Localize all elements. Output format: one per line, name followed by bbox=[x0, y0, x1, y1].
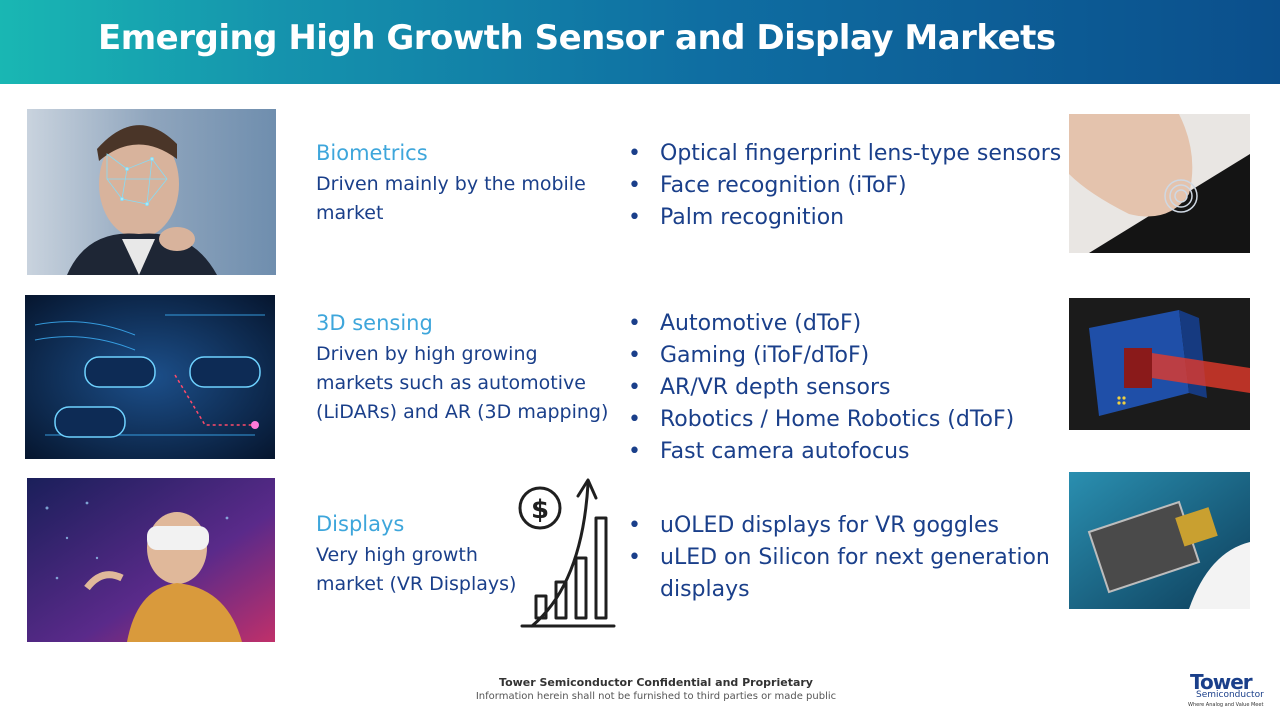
desc-line: market (VR Displays) bbox=[316, 573, 517, 595]
displays-vr-headset-image bbox=[27, 478, 275, 642]
biometrics-face-scan-image bbox=[27, 109, 276, 275]
tower-logo: Tower Semiconductor Where Analog and Val… bbox=[1188, 670, 1268, 714]
bullet-item: Optical fingerprint lens-type sensors bbox=[628, 138, 1061, 170]
fingerprint-phone-image bbox=[1069, 114, 1250, 253]
lidar-sensor-module-image bbox=[1069, 298, 1250, 430]
bullets-biometrics: Optical fingerprint lens-type sensors Fa… bbox=[628, 138, 1061, 234]
desc-line: markets such as automotive bbox=[316, 372, 586, 394]
footer-confidential: Tower Semiconductor Confidential and Pro… bbox=[499, 676, 813, 689]
bullet-item: AR/VR depth sensors bbox=[628, 372, 1014, 404]
3d-sensing-cars-image bbox=[25, 295, 275, 459]
section-desc-biometrics: Driven mainly by the mobile market bbox=[316, 170, 586, 228]
footer-disclaimer: Information herein shall not be furnishe… bbox=[475, 691, 837, 702]
section-title-biometrics: Biometrics bbox=[316, 141, 428, 165]
section-title-3d-sensing: 3D sensing bbox=[316, 311, 433, 335]
bullet-item: Robotics / Home Robotics (dToF) bbox=[628, 404, 1014, 436]
svg-text:$: $ bbox=[531, 495, 549, 525]
logo-name: Tower bbox=[1190, 670, 1253, 694]
bullet-item: uOLED displays for VR goggles bbox=[628, 510, 1050, 542]
logo-sub: Semiconductor bbox=[1196, 690, 1264, 700]
desc-line: Very high growth bbox=[316, 544, 478, 566]
desc-line: (LiDARs) and AR (3D mapping) bbox=[316, 401, 609, 423]
section-desc-displays: Very high growth market (VR Displays) bbox=[316, 541, 516, 599]
dollar-growth-chart-icon: $ bbox=[512, 474, 620, 632]
bullets-displays: uOLED displays for VR goggles uLED on Si… bbox=[628, 510, 1050, 606]
bullet-item: Palm recognition bbox=[628, 202, 1061, 234]
header-banner: Emerging High Growth Sensor and Display … bbox=[0, 0, 1280, 84]
desc-line: market bbox=[316, 202, 384, 224]
microdisplay-chip-image bbox=[1069, 472, 1250, 609]
section-desc-3d-sensing: Driven by high growing markets such as a… bbox=[316, 340, 608, 427]
bullets-3d-sensing: Automotive (dToF) Gaming (iToF/dToF) AR/… bbox=[628, 308, 1014, 468]
bullet-item: Fast camera autofocus bbox=[628, 436, 1014, 468]
bullet-item: Face recognition (iToF) bbox=[628, 170, 1061, 202]
bullet-item: Gaming (iToF/dToF) bbox=[628, 340, 1014, 372]
logo-tagline: Where Analog and Value Meet bbox=[1188, 702, 1264, 708]
desc-line: Driven by high growing bbox=[316, 343, 538, 365]
bullet-text-continued: displays bbox=[660, 577, 750, 602]
page-title: Emerging High Growth Sensor and Display … bbox=[98, 18, 1056, 58]
bullet-item: uLED on Silicon for next generation displ… bbox=[628, 542, 1050, 606]
desc-line: Driven mainly by the mobile bbox=[316, 173, 586, 195]
bullet-item: Automotive (dToF) bbox=[628, 308, 1014, 340]
bullet-text: uLED on Silicon for next generation bbox=[660, 545, 1050, 570]
section-title-displays: Displays bbox=[316, 512, 405, 536]
